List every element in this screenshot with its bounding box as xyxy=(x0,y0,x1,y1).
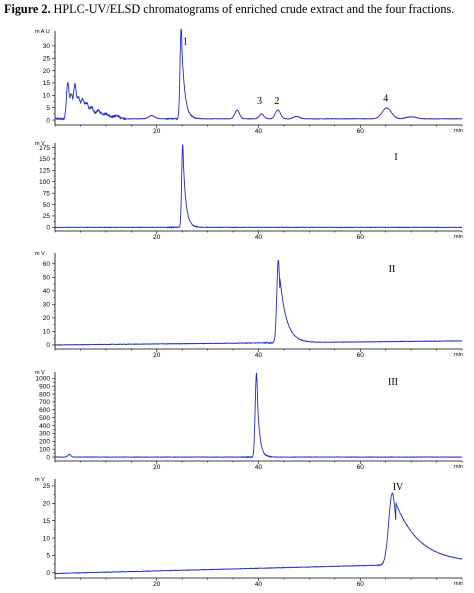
chromatogram-trace xyxy=(54,28,463,121)
y-tick-label: 60 xyxy=(43,261,51,268)
x-tick-label: 40 xyxy=(255,581,263,588)
caption-text: HPLC-UV/ELSD chromatograms of enriched c… xyxy=(50,2,455,16)
y-unit-label: m A U xyxy=(35,29,50,35)
x-tick-label: 60 xyxy=(357,352,365,359)
y-tick-label: 15 xyxy=(43,80,51,87)
y-tick-label: 0 xyxy=(46,342,50,349)
y-tick-label: 0 xyxy=(46,570,50,577)
x-tick-label: 60 xyxy=(357,234,365,241)
y-tick-label: 150 xyxy=(39,156,50,163)
x-tick-label: 20 xyxy=(153,581,161,588)
y-tick-label: 75 xyxy=(43,190,51,197)
y-tick-label: 10 xyxy=(43,93,51,100)
y-tick-label: 300 xyxy=(39,431,50,438)
x-tick-label: 60 xyxy=(357,464,365,471)
y-tick-label: 500 xyxy=(39,415,50,422)
y-unit-label: m V xyxy=(35,141,45,147)
peak-label: 3 xyxy=(257,96,262,107)
y-tick-label: 10 xyxy=(43,535,51,542)
y-tick-label: 50 xyxy=(43,202,51,209)
caption-label: Figure 2. xyxy=(4,2,51,16)
peak-label: 4 xyxy=(383,94,388,105)
x-tick-label: 40 xyxy=(255,234,263,241)
fraction-label: II xyxy=(389,264,396,275)
y-unit-label: m V xyxy=(35,477,45,483)
y-tick-label: 30 xyxy=(43,43,51,50)
y-tick-label: 800 xyxy=(39,391,50,398)
y-tick-label: 20 xyxy=(43,315,51,322)
y-tick-label: 100 xyxy=(39,179,50,186)
chromatogram-trace xyxy=(54,260,463,346)
y-tick-label: 5 xyxy=(46,553,50,560)
x-unit-label: min xyxy=(454,234,463,240)
chromatogram-trace xyxy=(54,492,463,575)
y-tick-label: 25 xyxy=(43,483,51,490)
y-tick-label: 1000 xyxy=(36,376,51,383)
y-unit-label: m V xyxy=(35,370,45,376)
x-tick-label: 60 xyxy=(357,128,365,135)
y-tick-label: 600 xyxy=(39,407,50,414)
chromatogram-trace xyxy=(54,144,463,229)
y-tick-label: 900 xyxy=(39,383,50,390)
y-tick-label: 10 xyxy=(43,329,51,336)
y-tick-label: 5 xyxy=(46,105,50,112)
x-unit-label: min xyxy=(454,464,463,470)
x-tick-label: 20 xyxy=(153,234,161,241)
y-unit-label: m V xyxy=(35,251,45,257)
y-tick-label: 200 xyxy=(39,439,50,446)
peak-label: 2 xyxy=(274,96,279,107)
y-tick-label: 700 xyxy=(39,399,50,406)
y-tick-label: 40 xyxy=(43,288,51,295)
y-tick-label: 20 xyxy=(43,68,51,75)
x-unit-label: min xyxy=(454,352,463,358)
y-tick-label: 100 xyxy=(39,446,50,453)
x-unit-label: min xyxy=(454,128,463,134)
y-tick-label: 125 xyxy=(39,168,50,175)
y-tick-label: 0 xyxy=(46,117,50,124)
y-tick-label: 15 xyxy=(43,518,51,525)
fraction-label: IV xyxy=(393,482,404,493)
chromatogram-trace xyxy=(54,372,463,459)
chromatogram-panel-5: m V min 0 5 10 15 20 25 20 40 60 IV xyxy=(35,477,463,588)
y-tick-label: 50 xyxy=(43,275,51,282)
x-tick-label: 40 xyxy=(255,464,263,471)
y-tick-label: 25 xyxy=(43,213,51,220)
x-tick-label: 40 xyxy=(255,352,263,359)
x-unit-label: min xyxy=(454,581,463,587)
x-tick-label: 60 xyxy=(357,581,365,588)
y-tick-label: 25 xyxy=(43,55,51,62)
x-tick-label: 40 xyxy=(255,128,263,135)
x-tick-label: 20 xyxy=(153,128,161,135)
y-tick-label: 20 xyxy=(43,501,51,508)
y-tick-label: 400 xyxy=(39,423,50,430)
y-tick-label: 30 xyxy=(43,302,51,309)
chromatogram-panel-2: m V min 0 25 50 75 100 125 150 175 20 40 60 I xyxy=(35,141,463,241)
figure-caption: Figure 2. HPLC-UV/ELSD chromatograms of … xyxy=(4,2,474,17)
x-tick-label: 20 xyxy=(153,352,161,359)
x-tick-label: 20 xyxy=(153,464,161,471)
chromatogram-panel-1: m A U min 0 5 10 15 20 25 30 20 40 60 1 3 2 4 xyxy=(35,28,463,135)
y-tick-label: 0 xyxy=(46,454,50,461)
y-tick-label: 175 xyxy=(39,145,50,152)
fraction-label: I xyxy=(394,152,397,163)
y-tick-label: 0 xyxy=(46,225,50,232)
peak-label: 1 xyxy=(183,37,188,48)
fraction-label: III xyxy=(388,377,398,388)
chromatogram-panel-3: m V min 0 10 20 30 40 50 60 20 40 60 II xyxy=(35,251,463,359)
